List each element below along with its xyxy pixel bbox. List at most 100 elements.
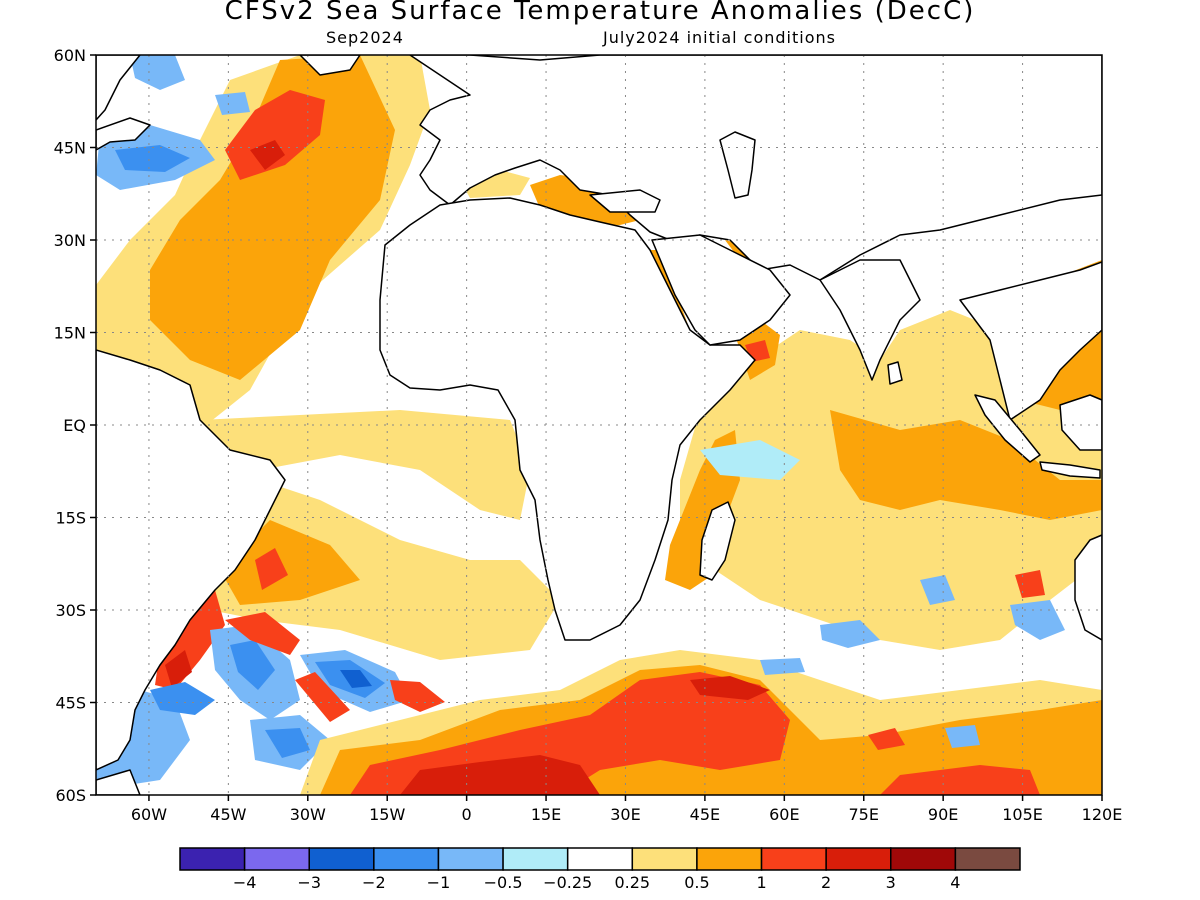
anomaly-region-labrador-cold [115,145,190,172]
colorbar-swatch [825,847,892,871]
colorbar-label: −3 [297,873,321,892]
colorbar-label: −0.25 [543,873,592,892]
colorbar-label: 0.25 [614,873,650,892]
lat-tick-label: 60N [54,46,86,65]
colorbar-swatch [631,847,698,871]
colorbar-label: 0.5 [684,873,709,892]
lon-tick-label: 45E [690,805,720,824]
land-madagascar [699,501,736,581]
colorbar-label: −2 [362,873,386,892]
lon-tick-label: 15E [531,805,561,824]
lon-tick-label: 45W [210,805,246,824]
colorbar-label: 2 [821,873,831,892]
anomaly-region-indian-ocean-cold [920,575,955,605]
colorbar-swatch [502,847,569,871]
colorbar-label: −4 [233,873,257,892]
land-australia [1074,534,1102,641]
initial-conditions-label: July2024 initial conditions [603,28,836,47]
anomaly-region-southern-ocean [868,728,905,750]
anomaly-region-south-atlantic-cold [340,670,372,688]
anomaly-region-labrador-cold [215,92,250,115]
anomaly-region-indian-ocean-cold [945,725,980,748]
lon-tick-label: 0 [462,805,472,824]
anomaly-region-indian-ocean-cold [700,440,800,480]
colorbar-label: 1 [756,873,766,892]
land-newfoundland [96,117,151,151]
colorbar-swatch [373,847,440,871]
colorbar-swatch [437,847,504,871]
land-india [819,259,921,381]
anomaly-region-southern-ocean [690,676,770,700]
lat-tick-label: 30S [55,601,86,620]
land-southeast-asia [959,261,1102,421]
land-greenland-iceland [299,55,361,76]
land-sri-lanka [887,361,903,385]
land-antarctic-islands [96,769,141,795]
colorbar-swatch [890,847,957,871]
latitude-axis: 60N 45N 30N 15N EQ 15S 30S 45S 60S [54,46,96,805]
lat-tick-label: 30N [54,231,86,250]
anomaly-region-south-atlantic-cold [265,728,310,758]
land-north-america [96,55,141,121]
land-europe [409,55,1102,281]
land-caspian [719,131,756,199]
forecast-month-label: Sep2024 [326,28,404,47]
anomaly-region-south-atlantic-cold [230,640,275,690]
map-title: CFSv2 Sea Surface Temperature Anomalies … [224,0,976,26]
anomaly-region-labrador-cold [130,55,185,90]
anomaly-region-south-atlantic [200,480,560,660]
land-arabia [651,234,791,346]
colorbar-label: −0.5 [484,873,523,892]
land-borneo [1059,394,1102,451]
anomaly-region-north-atlantic [225,90,325,180]
lon-tick-label: 120E [1082,805,1123,824]
lon-tick-label: 30W [290,805,326,824]
colorbar-swatch [179,847,246,871]
land-java [1039,461,1101,479]
lon-tick-label: 90E [928,805,958,824]
lat-tick-label: 15N [54,324,86,343]
land-south-america [96,349,286,771]
lon-tick-label: 75E [849,805,879,824]
lat-tick-label: 15S [55,509,86,528]
lon-tick-label: 15W [369,805,405,824]
landmasses [96,55,1102,795]
lon-tick-label: 105E [1002,805,1043,824]
anomaly-region-indian-ocean [830,410,1102,520]
colorbar-swatch [954,847,1021,871]
lat-tick-label: 45S [55,694,86,713]
anomaly-region-indian-ocean-cold [820,620,880,648]
colorbar: −4 −3 −2 −1 −0.5 −0.25 0.25 0.5 1 2 3 4 [179,847,1021,892]
map-gridlines [96,55,1102,795]
anomaly-region-tropical-atlantic [200,410,530,520]
lon-tick-label: 30E [610,805,640,824]
anomaly-region-south-atlantic-warm-stripe [295,672,350,722]
colorbar-swatch [308,847,375,871]
anomaly-region-brazil-malvinas [165,650,192,688]
land-sumatra [974,394,1041,463]
lat-tick-label: 60S [55,786,86,805]
anomaly-region-sw-atlantic-cold [150,682,215,715]
lat-tick-label: 45N [54,139,86,158]
anomaly-region-south-atlantic [255,548,288,590]
map-plot-area [96,55,1102,795]
lon-tick-label: 60E [769,805,799,824]
colorbar-swatch [696,847,763,871]
anomaly-region-north-atlantic [150,55,395,380]
lon-tick-label: 60W [131,805,167,824]
anomaly-region-north-atlantic [250,140,285,170]
anomaly-region-indian-ocean-cold [1010,600,1065,640]
colorbar-swatch [760,847,827,871]
colorbar-swatch [566,847,634,871]
colorbar-label: 4 [950,873,960,892]
anomaly-region-indian-ocean-cold [760,658,805,675]
land-africa [379,197,756,641]
lat-tick-label: EQ [63,416,86,435]
anomaly-region-south-atlantic-warm-stripe [225,612,300,655]
colorbar-label: 3 [886,873,896,892]
anomaly-region-south-atlantic-warm-stripe [390,680,445,712]
colorbar-label: −1 [427,873,451,892]
anomaly-region-southern-ocean [880,765,1040,795]
colorbar-swatch [243,847,310,871]
